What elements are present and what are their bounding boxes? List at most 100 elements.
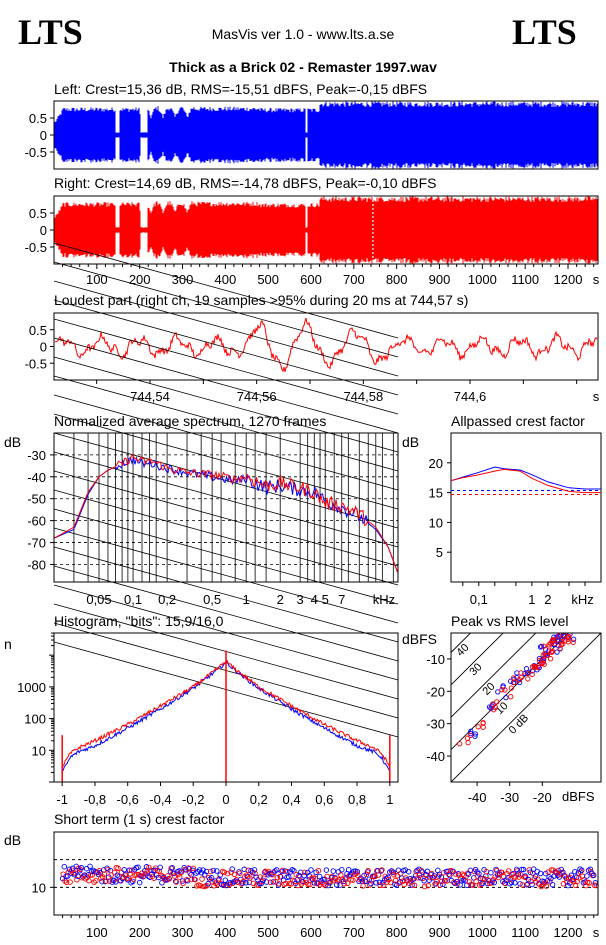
shortcrest-point-left-924	[447, 872, 453, 879]
peakrms-point-1-5-2	[525, 676, 531, 682]
spectrum-xtick-label-2: 0,2	[158, 592, 176, 607]
shortcrest-point-left-140	[111, 877, 117, 884]
shortcrest-point-right-936	[452, 871, 459, 877]
shortcrest-point-left-540	[282, 868, 289, 874]
right-xtick-label-10: 1100	[511, 272, 539, 287]
spectrum-xtick-label-0: 0,05	[86, 592, 111, 607]
shortcrest-ylabel: dB	[4, 832, 21, 848]
logo-left: LTS	[18, 12, 83, 52]
shortcrest-xtick-label-9: 1000	[468, 925, 497, 940]
spectrum-chart: -30 -40 -50 -60 -70 -80 0,05 0,1 0,2 0,5 1 2 3 4 5 7 kHz	[27, 242, 399, 738]
file-title: Thick as a Brick 02 - Remaster 1997.wav	[169, 59, 437, 75]
allpass-ytick-label-0: 20	[429, 456, 443, 471]
shortcrest-xtick-label-4: 500	[257, 925, 279, 940]
peakrms-point-0-2-0	[503, 694, 509, 701]
shortcrest-point-right-840	[411, 882, 418, 889]
shortcrest-point-right-308	[183, 877, 190, 883]
shortcrest-point-right-60	[77, 866, 84, 873]
shortcrest-point-left-620	[316, 873, 323, 880]
peakrms-point-1-12-0	[552, 640, 559, 647]
peakrms-point-1-2-2	[490, 701, 496, 707]
shortcrest-point-left-276	[169, 865, 175, 871]
shortcrest-point-left-792	[390, 869, 397, 875]
peakrms-point-1-4-1	[516, 677, 523, 683]
spectrum-frame	[53, 432, 399, 583]
peakrms-point-1-4-3	[512, 679, 518, 686]
shortcrest-point-left-1000	[479, 880, 486, 887]
spectrum-slope-15	[53, 527, 399, 624]
shortcrest-point-left-636	[323, 867, 330, 873]
histogram-ytick-label-2: 10	[32, 743, 46, 758]
peakrms-xlabel: dBFS	[562, 789, 595, 804]
shortcrest-xtick-label-7: 800	[386, 925, 408, 940]
shortcrest-point-right-340	[197, 882, 204, 889]
shortcrest-point-left-520	[273, 867, 280, 873]
right-waveform-chart: 0.5 0 -0.5 100 200 300 400 500 600 700 800 900 1000 1…	[25, 195, 600, 287]
peakrms-point-1-11-3	[546, 644, 552, 650]
shortcrest-point-left-888	[431, 873, 438, 879]
allpass-ytick-label-3: 5	[436, 545, 443, 560]
shortcrest-point-left-84	[87, 863, 93, 870]
shortcrest-xtick-label-8: 900	[429, 925, 451, 940]
spectrum-ytick-label-3: -60	[27, 514, 46, 529]
shortcrest-point-left-868	[423, 871, 429, 878]
shortcrest-point-right-116	[101, 871, 108, 877]
peakrms-point-1-3-1	[499, 687, 505, 693]
histogram-xtick-label-0: -1	[56, 792, 68, 807]
shortcrest-point-right-504	[267, 879, 274, 886]
shortcrest-point-right-96	[93, 877, 99, 884]
shortcrest-point-left-400	[222, 877, 229, 883]
peakrms-point-1-6-3	[532, 665, 538, 671]
spectrum-slope-9	[53, 413, 399, 510]
spectrum-slope-3	[53, 299, 399, 396]
right-xtick-label-6: 700	[343, 272, 365, 287]
short-term-crest-chart: 10 100 200 300 400 500 600 700 800 900 1000 1100 120…	[32, 831, 600, 940]
right-xunit: s	[593, 272, 600, 287]
peakrms-point-1-0-2	[464, 735, 471, 741]
right-xtick-label-0: 100	[86, 272, 108, 287]
histogram-xtick-label-1: -0,8	[84, 792, 106, 807]
histogram-ylabel: n	[4, 636, 12, 652]
shortcrest-point-right-756	[375, 872, 382, 878]
shortcrest-point-left-1116	[529, 881, 535, 888]
allpass-frame	[450, 432, 602, 583]
right-xtick-label-2: 300	[172, 272, 194, 287]
shortcrest-point-right-568	[295, 882, 301, 889]
shortcrest-point-right-996	[478, 881, 485, 888]
right-signal	[54, 196, 598, 264]
shortcrest-point-left-864	[421, 878, 427, 884]
peakrms-xtick-label-0: -40	[468, 790, 487, 805]
allpass-xtick-label-0: 0,1	[470, 592, 488, 607]
shortcrest-point-right-520	[274, 874, 281, 881]
shortcrest-point-right-480	[257, 874, 263, 880]
spectrum-slope-0	[53, 242, 399, 339]
shortcrest-point-left-380	[214, 868, 220, 874]
peakrms-point-1-7-0	[533, 664, 539, 670]
shortcrest-point-left-780	[385, 874, 391, 880]
shortcrest-point-left-512	[270, 879, 277, 885]
shortcrest-point-right-600	[308, 875, 315, 882]
shortcrest-point-left-1096	[520, 866, 527, 873]
shortcrest-point-left-812	[399, 875, 405, 881]
shortcrest-point-left-752	[373, 880, 379, 886]
shortcrest-point-right-396	[221, 869, 228, 875]
peakrms-point-1-6-1	[535, 664, 541, 671]
shortcrest-point-left-368	[208, 875, 215, 881]
shortcrest-point-right-1240	[583, 882, 589, 889]
right-xtick-label-1: 200	[129, 272, 151, 287]
shortcrest-point-right-632	[322, 882, 329, 889]
shortcrest-point-left-856	[417, 875, 424, 881]
peakrms-point-0-1-3	[486, 704, 493, 710]
peakrms-point-1-15-1	[570, 639, 576, 645]
shortcrest-point-left-348	[200, 867, 206, 873]
shortcrest-point-right-976	[469, 882, 476, 888]
histogram-title: Histogram, "bits": 15,9/16,0	[54, 613, 224, 629]
left-ytick-label-2: -0.5	[25, 145, 47, 160]
spectrum-slope-5	[53, 337, 399, 434]
app-title: MasVis ver 1.0 - www.lts.a.se	[212, 26, 395, 42]
peakrms-point-1-15-2	[565, 635, 572, 641]
loudest-part-chart: 0.5 0-0.5 744,54 744,56 744,58 744,6 s	[25, 312, 600, 404]
peakrms-diagonal-label-3: 10	[494, 700, 511, 717]
right-xtick-label-11: 1200	[554, 272, 583, 287]
shortcrest-point-left-412	[227, 880, 234, 886]
